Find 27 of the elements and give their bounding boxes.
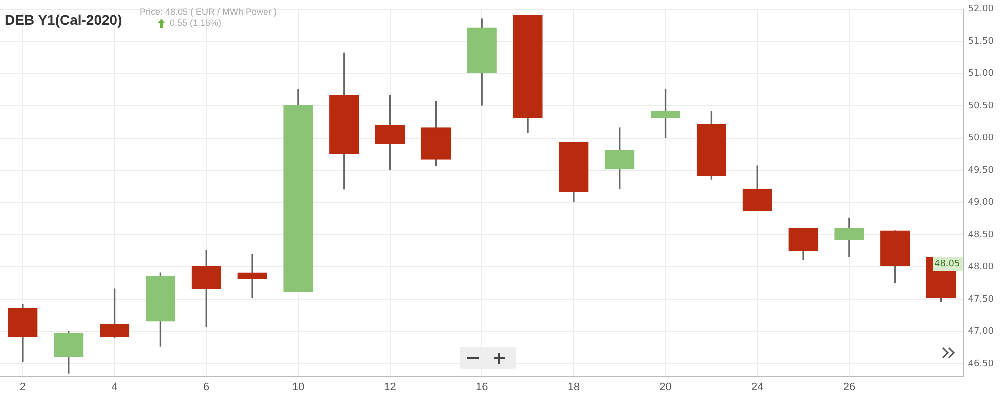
y-tick-label: 50.00 (968, 134, 994, 144)
y-tick-label: 51.50 (968, 36, 994, 47)
x-tick-label: 10 (292, 381, 305, 394)
x-tick-label: 24 (751, 381, 764, 394)
y-tick-label: 46.50 (968, 359, 994, 370)
x-tick-label: 6 (204, 381, 210, 394)
x-tick-label: 2 (20, 381, 26, 394)
y-tick-label: 47.00 (968, 327, 994, 338)
x-tick-label: 26 (843, 381, 856, 394)
x-tick-label: 4 (112, 381, 118, 394)
x-tick-label: 18 (568, 381, 580, 394)
y-tick-label: 50.50 (968, 101, 994, 112)
x-tick-label: 20 (660, 381, 672, 394)
chart-title: DEB Y1(Cal-2020) (5, 12, 122, 28)
candlestick (238, 254, 268, 298)
annotation: 48.05 (934, 259, 960, 270)
x-tick-label: 12 (384, 381, 396, 394)
x-tick-label: 16 (476, 381, 488, 394)
y-tick-label: 49.00 (968, 198, 994, 208)
y-tick-label: 47.50 (968, 294, 994, 305)
y-tick-label: 48.00 (968, 262, 994, 273)
annotation: 0.55 (1.16%) (170, 18, 222, 28)
y-tick-label: 49.50 (968, 166, 994, 176)
y-tick-label: 52.00 (968, 4, 994, 15)
y-tick-label: 51.00 (968, 69, 994, 80)
y-tick-label: 48.50 (968, 230, 994, 240)
chart-subtitle: Price: 48.05 ( EUR / MWh Power ) (140, 7, 278, 17)
